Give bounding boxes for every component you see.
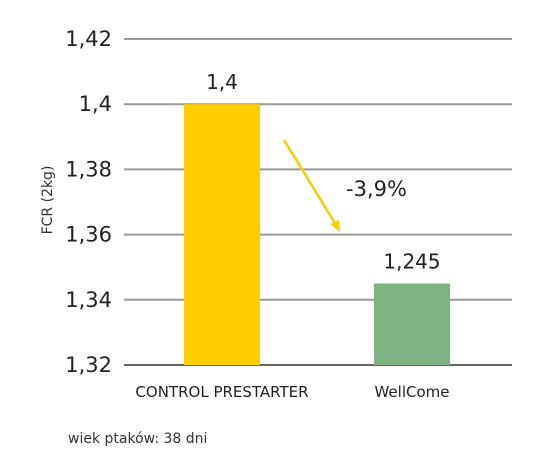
change-annotation: -3,9% — [282, 139, 407, 232]
y-tick-label: 1,32 — [65, 353, 112, 377]
bars — [184, 104, 450, 365]
y-tick-labels: 1,32 1,34 1,36 1,38 1,4 1,42 — [65, 27, 112, 377]
y-axis-label: FCR (2kg) — [40, 166, 56, 235]
y-tick-label: 1,4 — [79, 92, 112, 116]
bar — [184, 104, 260, 365]
data-label: 1,245 — [383, 250, 440, 274]
data-label: 1,4 — [206, 70, 238, 94]
category-label: CONTROL PRESTARTER — [135, 383, 308, 401]
decrease-arrow — [282, 139, 338, 226]
y-tick-label: 1,38 — [65, 157, 112, 181]
data-labels: 1,4 1,245 — [206, 70, 441, 273]
category-labels: CONTROL PRESTARTER WellCome — [135, 383, 449, 401]
decrease-arrowhead — [330, 220, 340, 232]
footnote: wiek ptaków: 38 dni — [68, 431, 207, 447]
gridlines — [124, 38, 512, 366]
y-tick-label: 1,34 — [65, 288, 112, 312]
y-tick-label: 1,42 — [65, 27, 112, 51]
bar — [374, 283, 450, 365]
change-percent-label: -3,9% — [346, 177, 407, 201]
y-tick-label: 1,36 — [65, 223, 112, 247]
category-label: WellCome — [374, 383, 449, 401]
